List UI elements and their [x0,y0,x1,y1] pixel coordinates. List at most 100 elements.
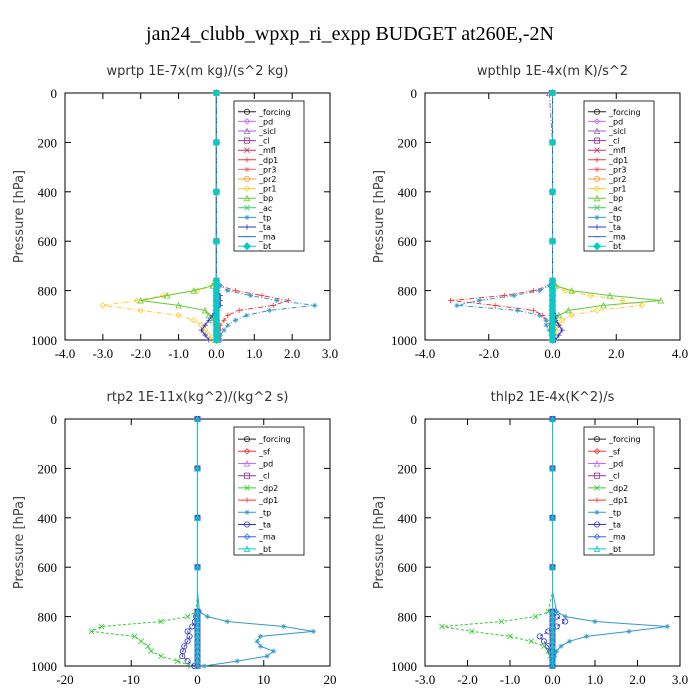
data-point [454,302,460,309]
y-tick-label: 1000 [31,333,57,348]
data-point [224,618,230,625]
series-line-dp1 [450,93,553,340]
data-point [243,194,251,202]
data-point [592,618,598,625]
chart-panel-1: wprtp 1E-7x(m kg)/(s^2 kg) Pressure [hPa]… [12,64,338,361]
data-point [186,633,193,640]
series-line-dp2 [441,419,553,666]
legend-label: _ta [608,223,621,232]
legend-label: _ma [258,533,276,542]
data-point [184,658,191,665]
data-point [191,663,198,670]
data-point [244,147,250,154]
legend-label: _cl [258,472,270,481]
panel-title: rtp2 1E-11x(kg^2)/(kg^2 s) [107,390,289,405]
data-point [565,306,572,314]
data-point [559,327,565,333]
legend-label: _pd [258,117,273,126]
data-point [212,335,221,345]
y-tick-label: 0 [51,86,58,101]
legend-label: _dp1 [258,156,278,165]
data-point [594,214,600,220]
legend-label: _ma [608,233,626,242]
y-tick-label: 800 [398,610,418,625]
data-point [543,322,549,328]
data-point [562,614,568,620]
x-tick-label: -4.0 [415,346,436,361]
plot-frame [64,92,331,341]
legend-label: _cl [608,137,620,146]
panel-title: wprtp 1E-7x(m kg)/(s^2 kg) [107,64,289,79]
data-point [148,648,155,655]
data-point [225,288,231,294]
x-tick-label: 0 [194,672,201,687]
data-point [243,533,251,540]
data-point [514,307,521,313]
panel-title: thlp2 1E-4x(K^2)/s [491,390,615,405]
data-point [657,296,665,304]
legend-label: _bp [608,194,623,203]
data-point [558,643,564,649]
y-tick-label: 0 [411,412,418,427]
data-point [232,317,238,323]
data-point [243,108,250,115]
legend-label: _ma [608,533,626,542]
data-point [536,633,543,640]
data-point [541,638,548,645]
data-point [257,643,264,649]
data-point [606,292,614,299]
y-tick-label: 1000 [391,333,417,348]
data-point [447,297,454,304]
data-point [468,628,475,635]
data-point [548,237,557,246]
y-tick-label: 1000 [31,659,57,674]
chart-panel-4: thlp2 1E-4x(K^2)/s Pressure [hPa] -3.0 -2.0… [372,390,688,687]
data-point [593,185,601,192]
legend-label: _pd [608,460,623,469]
data-point [549,563,556,571]
data-point [234,658,240,664]
data-point [133,297,141,304]
data-point [549,514,556,521]
x-tick-label: -3.0 [415,672,436,687]
data-point [543,317,549,323]
data-point [244,224,250,230]
legend-label: _forcing [258,108,291,117]
data-point [556,322,562,328]
y-tick-label: 200 [38,135,58,150]
y-tick-label: 0 [411,86,418,101]
data-point [201,663,207,669]
x-tick-label: -20 [56,672,73,687]
legend-label: _forcing [608,435,641,444]
legend-label: _sf [608,447,620,456]
data-point [594,137,601,144]
y-axis-label: Pressure [hPa] [372,170,387,263]
data-point [592,242,602,251]
data-point [439,623,445,630]
legend-label: _pr2 [608,175,626,184]
data-point [189,623,196,630]
data-point [236,307,242,313]
data-point [244,485,250,491]
data-point [594,166,600,172]
panel-title: wpthlp 1E-4x(m K)/s^2 [477,64,628,79]
data-point [548,88,557,98]
data-point [532,613,539,620]
legend-label: _pr1 [258,185,276,194]
data-point [568,287,575,294]
legend-label: _sf [258,447,270,456]
legend-label: _dp2 [258,484,278,493]
x-tick-label: 10 [257,672,270,687]
data-point [594,485,600,491]
y-tick-label: 600 [38,560,58,575]
y-tick-label: 600 [398,234,418,249]
data-point [593,118,601,125]
data-point [593,307,601,314]
data-point [638,302,645,309]
data-point [537,288,543,294]
legend-box [233,100,305,252]
data-point [594,204,600,211]
y-tick-label: 600 [398,560,418,575]
data-point [549,464,556,472]
x-tick-label: 2.0 [629,672,645,687]
